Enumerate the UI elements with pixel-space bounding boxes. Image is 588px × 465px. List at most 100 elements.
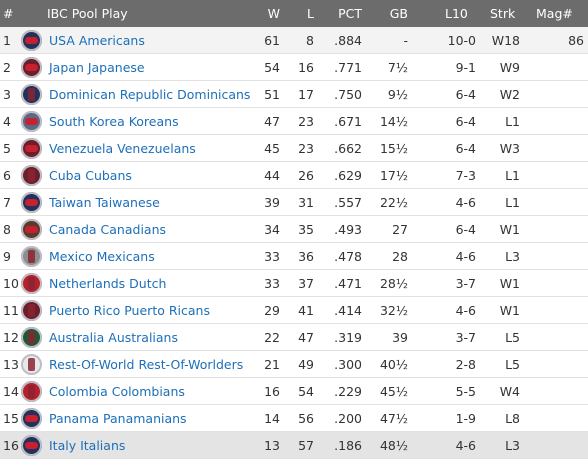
mexico-logo-icon[interactable] [21, 246, 42, 267]
puerto-rico-logo-icon[interactable] [21, 300, 42, 321]
team-link[interactable]: Italy Italians [49, 438, 126, 453]
rank-cell: 14 [3, 384, 19, 399]
team-link[interactable]: USA Americans [49, 33, 145, 48]
team-cell: Australia Australians [49, 324, 269, 351]
italy-logo-icon[interactable] [21, 435, 42, 456]
team-link[interactable]: Taiwan Taiwanese [49, 195, 160, 210]
rest-of-world-logo-icon[interactable] [21, 354, 42, 375]
gb-cell: 14½ [379, 114, 408, 129]
team-link[interactable]: South Korea Koreans [49, 114, 179, 129]
wins-cell: 13 [264, 438, 280, 453]
pct-cell: .662 [334, 141, 362, 156]
header-losses[interactable]: L [307, 6, 314, 21]
header-rank[interactable]: # [3, 6, 14, 21]
team-cell: Mexico Mexicans [49, 243, 269, 270]
l10-cell: 6-4 [455, 222, 476, 237]
losses-cell: 37 [298, 276, 314, 291]
team-link[interactable]: Dominican Republic Dominicans [49, 87, 251, 102]
header-streak[interactable]: Strk [490, 6, 516, 21]
team-link[interactable]: Japan Japanese [49, 60, 145, 75]
streak-cell: W1 [499, 276, 520, 291]
header-team[interactable]: IBC Pool Play [47, 6, 128, 21]
streak-cell: W4 [499, 384, 520, 399]
l10-cell: 7-3 [455, 168, 476, 183]
gb-cell: 7½ [387, 60, 408, 75]
streak-cell: W1 [499, 222, 520, 237]
l10-cell: 9-1 [455, 60, 476, 75]
team-cell: Netherlands Dutch [49, 270, 269, 297]
australia-logo-icon[interactable] [21, 327, 42, 348]
team-link[interactable]: Puerto Rico Puerto Ricans [49, 303, 210, 318]
wins-cell: 21 [264, 357, 280, 372]
l10-cell: 4-6 [455, 195, 476, 210]
l10-cell: 5-5 [455, 384, 476, 399]
team-link[interactable]: Canada Canadians [49, 222, 167, 237]
pct-cell: .414 [334, 303, 362, 318]
netherlands-logo-icon[interactable] [21, 273, 42, 294]
gb-cell: 27 [392, 222, 408, 237]
header-magic-number[interactable]: Mag# [536, 6, 573, 21]
team-link[interactable]: Australia Australians [49, 330, 178, 345]
rank-cell: 8 [3, 222, 11, 237]
magic-number-cell [530, 189, 584, 216]
south-korea-logo-icon[interactable] [21, 111, 42, 132]
usa-americans-logo-icon[interactable] [21, 30, 42, 51]
team-cell: Colombia Colombians [49, 378, 269, 405]
gb-cell: 22½ [379, 195, 408, 210]
l10-cell: 2-8 [455, 357, 476, 372]
table-header-row: # IBC Pool Play W L PCT GB L10 Strk Mag# [0, 0, 588, 27]
dominican-republic-logo-icon[interactable] [21, 84, 42, 105]
team-link[interactable]: Mexico Mexicans [49, 249, 155, 264]
magic-number-cell [530, 432, 584, 459]
table-row: 2 Japan Japanese 54 16 .771 7½ 9-1 W9 [0, 54, 588, 81]
rank-cell: 13 [3, 357, 19, 372]
pct-cell: .200 [334, 411, 362, 426]
pct-cell: .750 [334, 87, 362, 102]
wins-cell: 54 [264, 60, 280, 75]
team-link[interactable]: Venezuela Venezuelans [49, 141, 196, 156]
japan-japanese-logo-icon[interactable] [21, 57, 42, 78]
gb-cell: 40½ [379, 357, 408, 372]
header-wins[interactable]: W [267, 6, 280, 21]
team-cell: Panama Panamanians [49, 405, 269, 432]
header-pct[interactable]: PCT [338, 6, 362, 21]
canada-logo-icon[interactable] [21, 219, 42, 240]
team-cell: Canada Canadians [49, 216, 269, 243]
pct-cell: .186 [334, 438, 362, 453]
header-l10[interactable]: L10 [445, 6, 468, 21]
venezuela-logo-icon[interactable] [21, 138, 42, 159]
magic-number-cell [530, 54, 584, 81]
taiwan-logo-icon[interactable] [21, 192, 42, 213]
losses-cell: 23 [298, 141, 314, 156]
team-link[interactable]: Netherlands Dutch [49, 276, 167, 291]
table-row: 5 Venezuela Venezuelans 45 23 .662 15½ 6… [0, 135, 588, 162]
streak-cell: W9 [499, 60, 520, 75]
pct-cell: .671 [334, 114, 362, 129]
team-cell: South Korea Koreans [49, 108, 269, 135]
team-link[interactable]: Panama Panamanians [49, 411, 187, 426]
cuba-logo-icon[interactable] [21, 165, 42, 186]
magic-number-cell [530, 81, 584, 108]
gb-cell: - [403, 33, 408, 48]
losses-cell: 56 [298, 411, 314, 426]
streak-cell: L1 [505, 168, 520, 183]
table-row: 3 Dominican Republic Dominicans 51 17 .7… [0, 81, 588, 108]
header-gb[interactable]: GB [389, 6, 408, 21]
wins-cell: 51 [264, 87, 280, 102]
team-link[interactable]: Rest-Of-World Rest-Of-Worlders [49, 357, 244, 372]
streak-cell: L5 [505, 330, 520, 345]
pct-cell: .319 [334, 330, 362, 345]
pct-cell: .478 [334, 249, 362, 264]
streak-cell: W18 [491, 33, 520, 48]
team-link[interactable]: Colombia Colombians [49, 384, 185, 399]
table-row: 7 Taiwan Taiwanese 39 31 .557 22½ 4-6 L1 [0, 189, 588, 216]
magic-number-cell [530, 108, 584, 135]
panama-logo-icon[interactable] [21, 408, 42, 429]
table-row: 1 USA Americans 61 8 .884 - 10-0 W18 86 [0, 27, 588, 54]
colombia-logo-icon[interactable] [21, 381, 42, 402]
rank-cell: 6 [3, 168, 11, 183]
table-row: 11 Puerto Rico Puerto Ricans 29 41 .414 … [0, 297, 588, 324]
team-link[interactable]: Cuba Cubans [49, 168, 132, 183]
table-row: 4 South Korea Koreans 47 23 .671 14½ 6-4… [0, 108, 588, 135]
losses-cell: 16 [298, 60, 314, 75]
